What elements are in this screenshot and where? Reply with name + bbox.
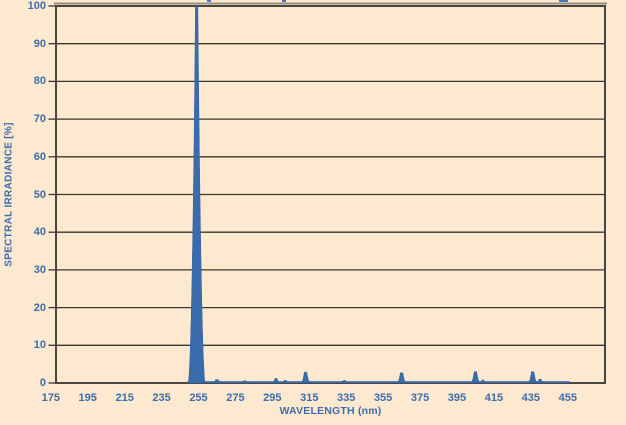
- y-tick-label: 40: [33, 226, 46, 239]
- cropped-title-remnant: [207, 0, 211, 2]
- x-tick-label: 175: [41, 392, 60, 404]
- emission-peak: [340, 380, 349, 384]
- emission-peak: [300, 371, 311, 384]
- x-tick-label: 215: [115, 392, 134, 404]
- x-tick-label: 235: [152, 392, 171, 404]
- y-tick-label: 30: [33, 263, 46, 276]
- y-tick-label: 0: [39, 377, 46, 389]
- emission-peak: [281, 380, 290, 384]
- x-tick-label: 395: [447, 392, 467, 404]
- emission-peak: [536, 378, 544, 384]
- x-tick-label: 275: [226, 392, 245, 404]
- emission-peak: [272, 378, 280, 384]
- emission-peak: [479, 379, 486, 384]
- y-tick-label: 50: [33, 188, 46, 201]
- y-tick-label: 10: [33, 339, 46, 352]
- x-tick-label: 255: [189, 392, 208, 404]
- x-tick-label: 295: [263, 392, 282, 404]
- emission-peak: [396, 372, 407, 384]
- emission-peak: [212, 379, 222, 384]
- spectrum-baseline: [187, 381, 570, 383]
- y-tick-label: 20: [33, 301, 46, 314]
- x-tick-label: 335: [337, 392, 356, 404]
- y-tick-label: 100: [27, 0, 46, 12]
- cropped-title-remnant: [559, 0, 568, 2]
- y-tick-label: 70: [33, 113, 46, 126]
- x-tick-label: 195: [78, 392, 97, 404]
- emission-peak: [527, 371, 538, 384]
- emission-peak: [240, 380, 250, 384]
- y-axis-title: SPECTRAL IRRADIANCE [%]: [3, 122, 15, 267]
- y-tick-label: 80: [33, 75, 46, 88]
- x-tick-label: 375: [410, 392, 430, 404]
- x-tick-label: 355: [373, 392, 393, 404]
- emission-peak: [188, 5, 206, 384]
- x-tick-label: 435: [521, 392, 541, 404]
- x-tick-label: 415: [484, 392, 504, 404]
- emission-peak: [470, 371, 481, 384]
- x-tick-label: 315: [300, 392, 319, 404]
- y-tick-label: 60: [33, 150, 46, 163]
- cropped-title-remnant: [282, 0, 286, 2]
- y-tick-label: 90: [33, 37, 46, 50]
- x-tick-label: 455: [558, 392, 577, 404]
- x-axis-title: WAVELENGTH (nm): [279, 405, 382, 417]
